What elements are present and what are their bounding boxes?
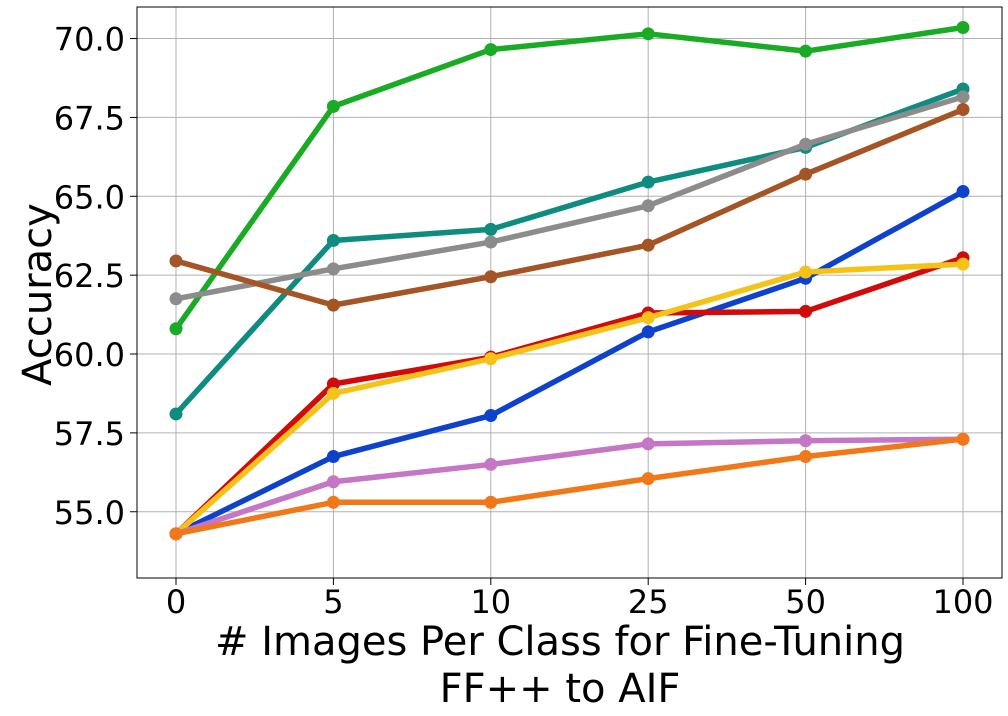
y-tick-label: 62.5 bbox=[54, 257, 125, 295]
series-line bbox=[173, 261, 966, 537]
data-point bbox=[956, 21, 970, 35]
data-point bbox=[956, 185, 970, 199]
y-tick-label: 70.0 bbox=[54, 21, 125, 59]
data-point bbox=[641, 238, 655, 252]
series-group bbox=[169, 21, 970, 541]
series-4 bbox=[169, 103, 970, 312]
data-point bbox=[326, 99, 340, 113]
series-line bbox=[173, 188, 966, 537]
data-point bbox=[484, 222, 498, 236]
series-7 bbox=[169, 257, 970, 541]
data-point bbox=[484, 270, 498, 284]
series-5 bbox=[169, 185, 970, 541]
data-point bbox=[326, 386, 340, 400]
data-point bbox=[641, 27, 655, 41]
data-point bbox=[956, 257, 970, 271]
data-point bbox=[169, 527, 183, 541]
data-point bbox=[956, 90, 970, 104]
x-tick-label: 5 bbox=[323, 583, 343, 621]
data-point bbox=[799, 304, 813, 318]
data-point bbox=[326, 495, 340, 509]
data-point bbox=[799, 434, 813, 448]
data-point bbox=[641, 437, 655, 451]
data-point bbox=[484, 495, 498, 509]
data-point bbox=[326, 450, 340, 464]
series-line bbox=[173, 436, 966, 537]
data-point bbox=[326, 298, 340, 312]
data-point bbox=[326, 262, 340, 276]
x-tick-label: 100 bbox=[932, 583, 993, 621]
data-point bbox=[956, 103, 970, 117]
data-point bbox=[326, 233, 340, 247]
y-tick-label: 65.0 bbox=[54, 178, 125, 216]
data-point bbox=[484, 457, 498, 471]
y-tick-label: 60.0 bbox=[54, 336, 125, 374]
series-line bbox=[173, 86, 966, 417]
data-point bbox=[641, 325, 655, 339]
data-point bbox=[799, 450, 813, 464]
series-1 bbox=[169, 21, 970, 336]
y-tick-label: 55.0 bbox=[54, 494, 125, 532]
data-point bbox=[641, 311, 655, 325]
data-point bbox=[326, 377, 340, 391]
data-point bbox=[169, 407, 183, 421]
data-point bbox=[641, 472, 655, 486]
series-line bbox=[173, 255, 966, 537]
x-axis: 0 5 10 25 50 100 bbox=[166, 578, 994, 621]
data-point bbox=[484, 235, 498, 249]
data-point bbox=[641, 175, 655, 189]
y-axis: 55.0 57.5 60.0 62.5 65.0 67.5 70.0 bbox=[54, 21, 137, 532]
x-tick-label: 10 bbox=[470, 583, 511, 621]
data-point bbox=[799, 44, 813, 58]
data-point bbox=[956, 432, 970, 446]
data-point bbox=[484, 352, 498, 366]
x-axis-subtitle: FF++ to AIF bbox=[440, 666, 681, 712]
x-tick-label: 25 bbox=[628, 583, 669, 621]
y-tick-label: 67.5 bbox=[54, 99, 125, 137]
plot-frame bbox=[136, 6, 1003, 579]
data-point bbox=[169, 322, 183, 336]
data-point bbox=[799, 265, 813, 279]
data-point bbox=[799, 137, 813, 151]
data-point bbox=[484, 43, 498, 57]
data-point bbox=[641, 199, 655, 213]
data-point bbox=[326, 475, 340, 489]
series-3 bbox=[169, 90, 970, 306]
series-9 bbox=[169, 432, 970, 541]
data-point bbox=[799, 167, 813, 181]
y-tick-label: 57.5 bbox=[54, 415, 125, 453]
series-line bbox=[173, 106, 966, 308]
x-axis-title: # Images Per Class for Fine-Tuning bbox=[215, 619, 905, 665]
series-line bbox=[173, 436, 966, 537]
data-point bbox=[484, 409, 498, 423]
series-8 bbox=[169, 432, 970, 541]
data-point bbox=[169, 292, 183, 306]
data-point bbox=[169, 254, 183, 268]
x-tick-label: 50 bbox=[785, 583, 826, 621]
series-line bbox=[173, 24, 966, 332]
series-line bbox=[173, 94, 966, 302]
y-axis-title: Accuracy bbox=[15, 203, 61, 386]
x-tick-label: 0 bbox=[166, 583, 186, 621]
